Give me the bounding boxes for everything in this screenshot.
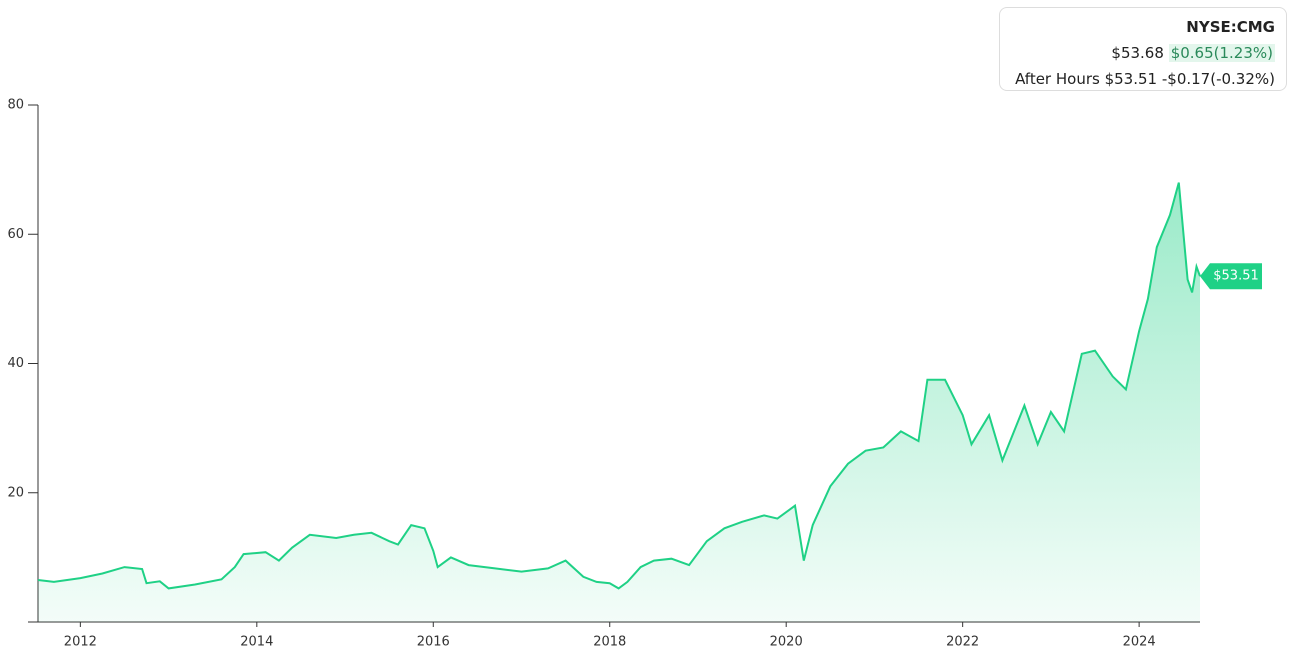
after-hours-label: After Hours	[1015, 70, 1100, 88]
quote-box: NYSE:CMG $53.68 $0.65(1.23%) After Hours…	[999, 7, 1287, 91]
price-tag	[1200, 263, 1262, 290]
x-tick-label: 2020	[770, 635, 803, 650]
y-tick-label: 80	[7, 98, 24, 113]
price: $53.68	[1111, 44, 1164, 62]
after-hours-change: -$0.17(-0.32%)	[1161, 70, 1275, 88]
price-tag-label: $53.51	[1213, 269, 1259, 284]
symbol: NYSE:CMG	[1186, 18, 1275, 36]
x-tick-label: 2022	[946, 635, 979, 650]
x-tick-label: 2024	[1123, 635, 1156, 650]
x-tick-label: 2014	[240, 635, 273, 650]
y-tick-label: 20	[7, 485, 24, 500]
area	[38, 182, 1200, 622]
x-tick-label: 2012	[64, 635, 97, 650]
change: $0.65(1.23%)	[1168, 44, 1275, 62]
y-tick-label: 60	[7, 227, 24, 242]
x-tick-label: 2016	[417, 635, 450, 650]
line	[37, 182, 1201, 590]
y-tick-label: 40	[7, 356, 24, 371]
x-tick-label: 2018	[593, 635, 626, 650]
after-hours-price: $53.51	[1104, 70, 1158, 88]
